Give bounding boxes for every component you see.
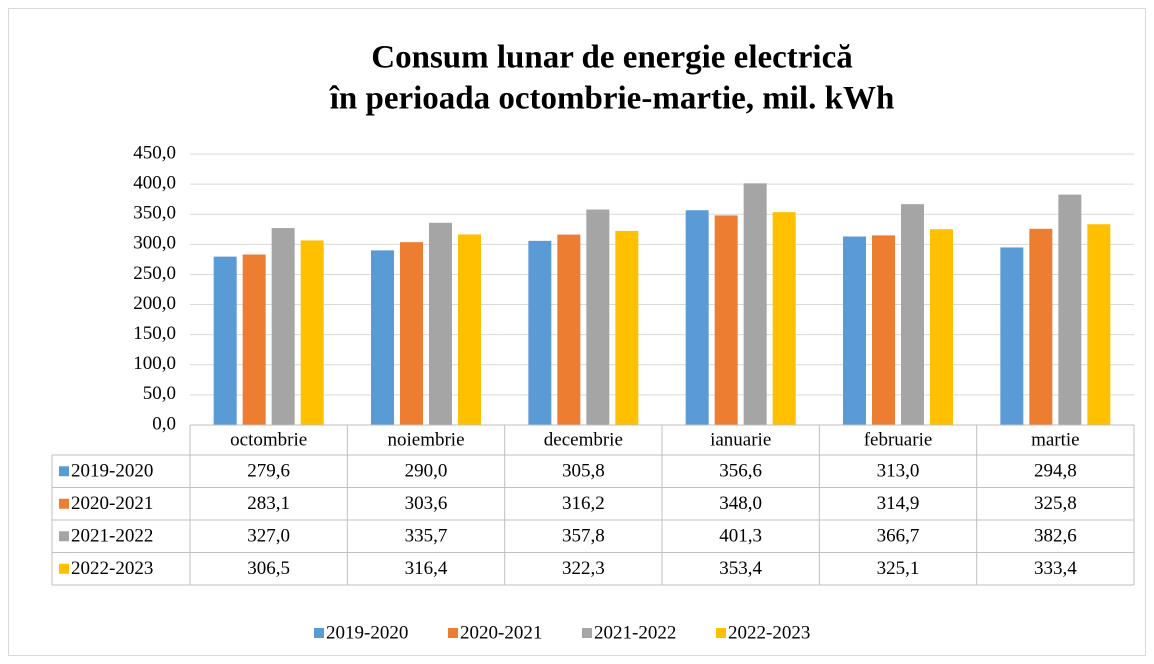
table-value: 303,6 xyxy=(405,493,448,514)
table-key xyxy=(59,531,69,542)
y-tick-label: 200,0 xyxy=(133,293,176,314)
chart-title: în perioada octombrie-martie, mil. kWh xyxy=(329,81,895,117)
legend-label: 2020-2021 xyxy=(460,622,542,643)
table-series-name: 2021-2022 xyxy=(71,526,153,547)
table-value: 335,7 xyxy=(405,526,448,547)
table-value: 290,0 xyxy=(405,461,448,482)
bar xyxy=(528,240,552,425)
legend-key xyxy=(314,628,324,638)
table-value: 313,0 xyxy=(877,461,920,482)
bar xyxy=(872,235,895,425)
x-tick-label: noiembrie xyxy=(387,429,464,450)
table-value: 316,4 xyxy=(405,558,448,579)
bar xyxy=(1000,247,1024,425)
bar xyxy=(1087,224,1111,425)
table-value: 283,1 xyxy=(247,493,290,514)
bar xyxy=(714,215,738,425)
bar xyxy=(1058,194,1082,425)
y-tick-label: 450,0 xyxy=(133,142,176,163)
table-value: 305,8 xyxy=(562,461,605,482)
table-value: 314,9 xyxy=(877,493,920,514)
x-tick-label: februarie xyxy=(864,429,933,450)
y-tick-label: 300,0 xyxy=(133,233,176,254)
bar xyxy=(843,236,866,425)
table-value: 348,0 xyxy=(719,493,762,514)
bar xyxy=(1029,228,1053,425)
x-tick-label: martie xyxy=(1031,429,1080,450)
bar xyxy=(300,240,324,425)
x-tick-label: octombrie xyxy=(230,429,307,450)
bar xyxy=(901,204,924,425)
bar xyxy=(743,183,767,425)
table-value: 327,0 xyxy=(247,526,290,547)
y-tick-label: 150,0 xyxy=(133,323,176,344)
y-tick-label: 250,0 xyxy=(133,263,176,284)
y-tick-label: 100,0 xyxy=(133,353,176,374)
table-key xyxy=(59,498,69,509)
table-value: 356,6 xyxy=(719,461,762,482)
table-series-name: 2022-2023 xyxy=(71,558,153,579)
table-series-name: 2019-2020 xyxy=(71,461,153,482)
bar xyxy=(371,250,394,425)
table-value: 279,6 xyxy=(247,461,290,482)
table-value: 401,3 xyxy=(719,526,762,547)
legend-key xyxy=(716,628,726,638)
bar xyxy=(557,234,581,425)
chart-title: Consum lunar de energie electrică xyxy=(371,40,852,76)
x-tick-label: decembrie xyxy=(544,429,623,450)
legend-label: 2022-2023 xyxy=(728,622,810,643)
bar xyxy=(213,256,237,425)
bar xyxy=(685,210,709,425)
bar xyxy=(586,209,610,425)
bar xyxy=(242,254,266,425)
table-key xyxy=(59,563,69,574)
table-value: 325,1 xyxy=(877,558,920,579)
bar xyxy=(772,212,796,425)
y-tick-label: 350,0 xyxy=(133,203,176,224)
table-value: 357,8 xyxy=(562,526,605,547)
table-value: 294,8 xyxy=(1034,461,1077,482)
y-tick-label: 0,0 xyxy=(152,413,176,434)
table-value: 306,5 xyxy=(247,558,290,579)
x-tick-label: ianuarie xyxy=(710,429,771,450)
table-value: 316,2 xyxy=(562,493,605,514)
table-value: 322,3 xyxy=(562,558,605,579)
bar xyxy=(400,242,423,425)
table-key xyxy=(59,466,69,477)
bar xyxy=(615,230,639,425)
bar xyxy=(930,229,953,425)
table-series-name: 2020-2021 xyxy=(71,493,153,514)
table-value: 366,7 xyxy=(877,526,920,547)
bar xyxy=(271,228,295,425)
bar xyxy=(429,222,452,425)
legend-key xyxy=(448,628,458,638)
table-value: 333,4 xyxy=(1034,558,1077,579)
table-value: 353,4 xyxy=(719,558,762,579)
legend-key xyxy=(582,628,592,638)
legend-label: 2021-2022 xyxy=(594,622,676,643)
bar xyxy=(458,234,481,425)
table-value: 382,6 xyxy=(1034,526,1077,547)
y-tick-label: 50,0 xyxy=(143,383,176,404)
y-tick-label: 400,0 xyxy=(133,172,176,193)
legend-label: 2019-2020 xyxy=(326,622,408,643)
table-value: 325,8 xyxy=(1034,493,1077,514)
